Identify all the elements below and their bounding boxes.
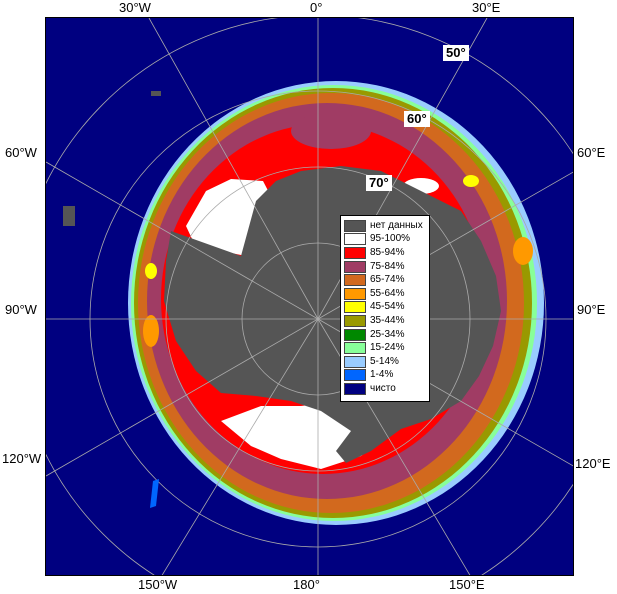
legend-swatch <box>344 301 366 314</box>
legend-label: 25-34% <box>370 328 405 340</box>
label-lat-70: 70° <box>366 175 392 191</box>
legend-item: 5-14% <box>344 355 427 369</box>
ice-patch-purple-n <box>291 113 371 149</box>
legend-label: нет данных <box>370 219 423 231</box>
legend-item: чисто <box>344 382 427 396</box>
legend-item: 75-84% <box>344 260 427 274</box>
label-150e: 150°E <box>449 577 485 592</box>
label-60e: 60°E <box>577 145 606 160</box>
legend-item: 35-44% <box>344 314 427 328</box>
legend-swatch <box>344 369 366 382</box>
label-lat-50: 50° <box>443 45 469 61</box>
ice-patch-orange-e <box>513 237 533 265</box>
legend-swatch <box>344 342 366 355</box>
legend-label: 55-64% <box>370 287 405 299</box>
ice-streak-sw <box>150 479 159 508</box>
legend-item: 45-54% <box>344 301 427 315</box>
legend-swatch <box>344 219 366 232</box>
label-60w: 60°W <box>5 145 37 160</box>
ice-patch-yellow-w <box>145 263 157 279</box>
legend-label: 75-84% <box>370 260 405 272</box>
legend-item: 95-100% <box>344 233 427 247</box>
label-lat-60: 60° <box>404 111 430 127</box>
ice-patch-yellow-ne <box>463 175 479 187</box>
legend-swatch <box>344 274 366 287</box>
label-120e: 120°E <box>575 456 611 471</box>
legend-label: 45-54% <box>370 301 405 313</box>
legend-label: 35-44% <box>370 314 405 326</box>
legend-swatch <box>344 382 366 395</box>
legend-label: 85-94% <box>370 246 405 258</box>
legend-swatch <box>344 260 366 273</box>
label-0: 0° <box>310 0 323 15</box>
legend-label: чисто <box>370 382 396 394</box>
legend-item: 25-34% <box>344 328 427 342</box>
label-30e: 30°E <box>472 0 501 15</box>
sea-ice-map <box>46 18 573 575</box>
legend-label: 95-100% <box>370 233 411 245</box>
legend-item: нет данных <box>344 219 427 233</box>
legend-swatch <box>344 314 366 327</box>
legend-item: 55-64% <box>344 287 427 301</box>
legend-swatch <box>344 246 366 259</box>
legend-item: 15-24% <box>344 341 427 355</box>
legend-item: 1-4% <box>344 369 427 383</box>
legend-item: 85-94% <box>344 246 427 260</box>
map-frame <box>45 17 574 576</box>
label-30w: 30°W <box>119 0 151 15</box>
legend-label: 5-14% <box>370 355 399 367</box>
legend-swatch <box>344 328 366 341</box>
legend-swatch <box>344 233 366 246</box>
label-120w: 120°W <box>2 451 42 466</box>
ice-patch-orange-w <box>143 315 159 347</box>
legend-label: 15-24% <box>370 342 405 354</box>
label-90w: 90°W <box>5 302 37 317</box>
label-90e: 90°E <box>577 302 606 317</box>
island-speck <box>63 206 75 226</box>
legend-item: 65-74% <box>344 273 427 287</box>
label-180: 180° <box>293 577 320 592</box>
legend-swatch <box>344 355 366 368</box>
legend-swatch <box>344 287 366 300</box>
legend-label: 1-4% <box>370 369 394 381</box>
legend: нет данных 95-100% 85-94% 75-84% 65-74% 55-64… <box>340 215 430 402</box>
label-150w: 150°W <box>138 577 178 592</box>
legend-label: 65-74% <box>370 274 405 286</box>
island-speck <box>151 91 161 96</box>
